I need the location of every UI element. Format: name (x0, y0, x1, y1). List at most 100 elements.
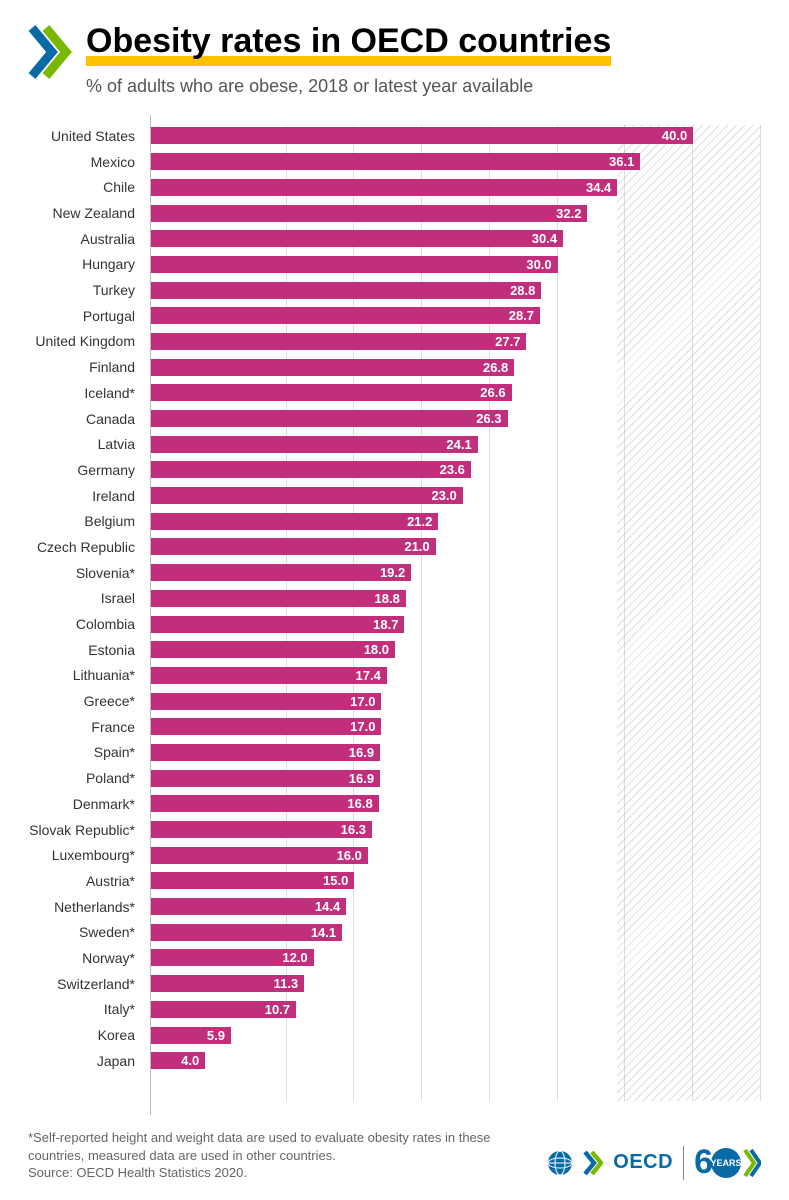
bar-value: 4.0 (181, 1053, 199, 1068)
bar-value: 26.3 (476, 411, 501, 426)
bar-value: 36.1 (609, 154, 634, 169)
bars-container: United States40.0Mexico36.1Chile34.4New … (151, 125, 761, 1102)
bar-value: 16.3 (341, 822, 366, 837)
bar-row: Chile34.4 (151, 176, 761, 199)
chart-area: United States40.0Mexico36.1Chile34.4New … (150, 115, 761, 1116)
bar-row: Australia30.4 (151, 227, 761, 250)
bar-label: Norway* (21, 950, 143, 966)
bar-value: 15.0 (323, 873, 348, 888)
bar-label: Poland* (21, 770, 143, 786)
bar: 15.0 (151, 872, 354, 889)
bar: 14.1 (151, 924, 342, 941)
bar-value: 32.2 (556, 206, 581, 221)
bar: 18.8 (151, 590, 406, 607)
bar: 24.1 (151, 436, 478, 453)
bar-label: United States (21, 128, 143, 144)
bar-row: Luxembourg*16.0 (151, 844, 761, 867)
bar: 21.2 (151, 513, 438, 530)
bar-row: Mexico36.1 (151, 150, 761, 173)
bar-value: 18.8 (375, 591, 400, 606)
bar-value: 16.9 (349, 745, 374, 760)
bar-label: Korea (21, 1027, 143, 1043)
bar-label: Australia (21, 231, 143, 247)
bar: 28.8 (151, 282, 541, 299)
bar-row: Norway*12.0 (151, 947, 761, 970)
bar-label: Switzerland* (21, 976, 143, 992)
bar: 26.8 (151, 359, 514, 376)
bar-row: Turkey28.8 (151, 279, 761, 302)
title-block: Obesity rates in OECD countries % of adu… (86, 24, 761, 97)
sixty-years-icon: YEARS (711, 1148, 741, 1178)
bar-row: Denmark*16.8 (151, 793, 761, 816)
oecd-chevron-small-icon (583, 1150, 603, 1176)
bar-row: United Kingdom27.7 (151, 330, 761, 353)
footnote-text: *Self-reported height and weight data ar… (28, 1129, 518, 1164)
bar-row: Hungary30.0 (151, 253, 761, 276)
bar-value: 21.2 (407, 514, 432, 529)
bar-label: Colombia (21, 616, 143, 632)
bar-label: Germany (21, 462, 143, 478)
page-subtitle: % of adults who are obese, 2018 or lates… (86, 76, 761, 97)
bar-label: Slovak Republic* (21, 822, 143, 838)
bar: 17.0 (151, 693, 381, 710)
bar-label: Italy* (21, 1001, 143, 1017)
bar: 17.4 (151, 667, 387, 684)
bar-label: Spain* (21, 744, 143, 760)
bar-label: Belgium (21, 513, 143, 529)
bar-value: 17.0 (350, 694, 375, 709)
bar: 16.9 (151, 744, 380, 761)
bar-row: Ireland23.0 (151, 484, 761, 507)
bar-value: 26.8 (483, 360, 508, 375)
bar-row: Slovak Republic*16.3 (151, 818, 761, 841)
bar-value: 18.7 (373, 617, 398, 632)
bar-label: Austria* (21, 873, 143, 889)
footer-logos: OECD 6 YEARS (547, 1143, 761, 1182)
bar-label: United Kingdom (21, 333, 143, 349)
bar-value: 40.0 (662, 128, 687, 143)
bar-value: 27.7 (495, 334, 520, 349)
bar: 11.3 (151, 975, 304, 992)
footnotes: *Self-reported height and weight data ar… (28, 1129, 518, 1182)
title-underline: Obesity rates in OECD countries (86, 24, 611, 66)
bar-value: 10.7 (265, 1002, 290, 1017)
bar-value: 23.6 (440, 462, 465, 477)
bar-label: New Zealand (21, 205, 143, 221)
bar: 18.7 (151, 616, 404, 633)
bar: 40.0 (151, 127, 693, 144)
bar-label: Denmark* (21, 796, 143, 812)
bar-value: 28.8 (510, 283, 535, 298)
bar-value: 17.4 (356, 668, 381, 683)
bar-row: Estonia18.0 (151, 638, 761, 661)
bar-row: Greece*17.0 (151, 690, 761, 713)
bar-row: Korea5.9 (151, 1024, 761, 1047)
bar-row: Lithuania*17.4 (151, 664, 761, 687)
bar-label: Czech Republic (21, 539, 143, 555)
page-title: Obesity rates in OECD countries (86, 22, 611, 60)
bar: 16.8 (151, 795, 379, 812)
bar-row: Germany23.6 (151, 459, 761, 482)
bar-label: Portugal (21, 308, 143, 324)
bar-row: Switzerland*11.3 (151, 972, 761, 995)
bar-label: Luxembourg* (21, 847, 143, 863)
bar-value: 16.9 (349, 771, 374, 786)
bar-row: Canada26.3 (151, 407, 761, 430)
bar-value: 18.0 (364, 642, 389, 657)
bar-label: Estonia (21, 642, 143, 658)
bar: 4.0 (151, 1052, 205, 1069)
bar-value: 14.4 (315, 899, 340, 914)
bar: 21.0 (151, 538, 436, 555)
bar-label: Lithuania* (21, 667, 143, 683)
bar-label: France (21, 719, 143, 735)
bar-label: Canada (21, 411, 143, 427)
bar: 14.4 (151, 898, 346, 915)
bar-value: 24.1 (446, 437, 471, 452)
bar: 18.0 (151, 641, 395, 658)
chart-inner: United States40.0Mexico36.1Chile34.4New … (151, 125, 761, 1102)
bar-label: Ireland (21, 488, 143, 504)
bar-value: 34.4 (586, 180, 611, 195)
bar-row: Slovenia*19.2 (151, 561, 761, 584)
bar: 26.3 (151, 410, 508, 427)
bar-label: Latvia (21, 436, 143, 452)
bar: 12.0 (151, 949, 314, 966)
bar: 28.7 (151, 307, 540, 324)
